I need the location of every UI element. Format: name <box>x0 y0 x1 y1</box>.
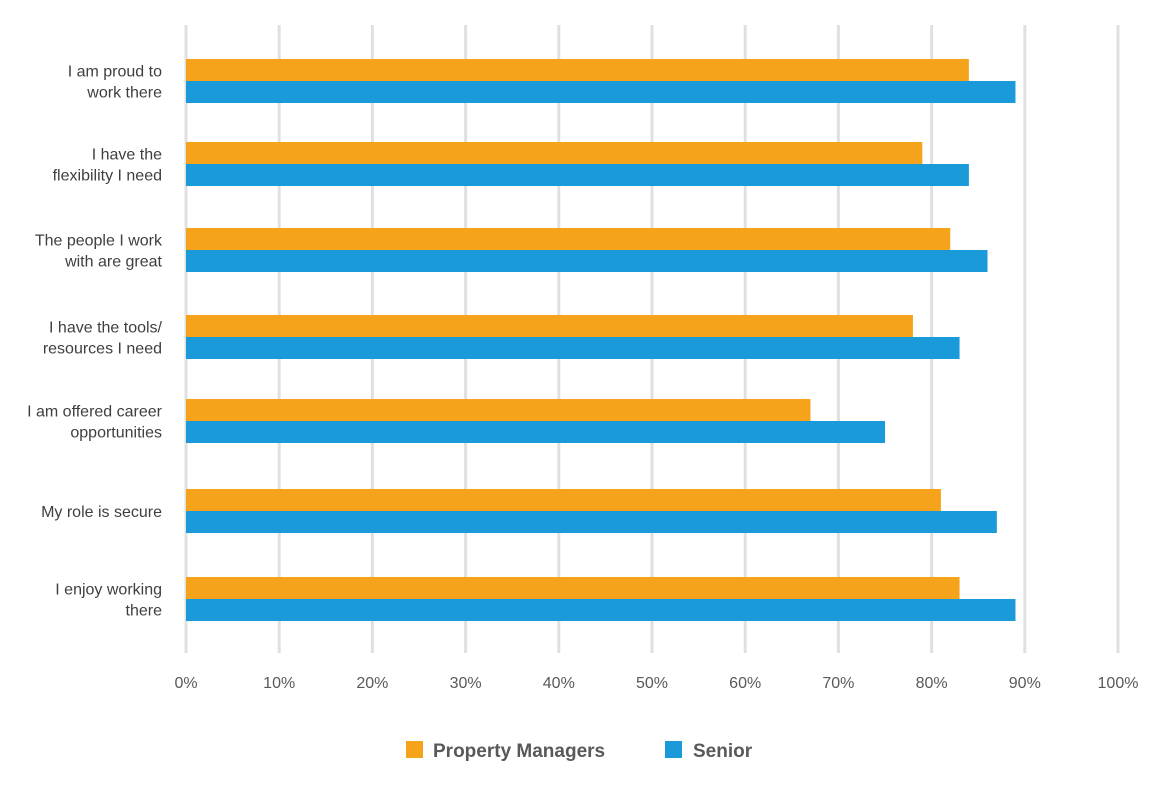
x-tick-label: 30% <box>450 675 482 692</box>
bar-senior <box>186 164 969 186</box>
x-tick-label: 20% <box>356 675 388 692</box>
legend-swatch <box>665 741 682 758</box>
category-label-line: I enjoy working <box>55 582 162 599</box>
x-tick-label: 0% <box>174 675 197 692</box>
category-labels: I am proud to work there I have the flexibi… <box>27 64 163 620</box>
category-label: I am proud to work there <box>68 64 162 102</box>
category-label-line: I have the tools/ <box>49 320 163 337</box>
legend-label: Senior <box>693 741 753 762</box>
category-label-line: flexibility I need <box>53 168 162 185</box>
category-label-line: there <box>126 603 163 620</box>
bar-senior <box>186 250 988 272</box>
category-label-line: I have the <box>92 147 162 164</box>
category-label: I am offered career opportunities <box>27 404 163 442</box>
x-tick-label: 100% <box>1098 675 1139 692</box>
category-label-line: The people I work <box>35 233 163 250</box>
x-tick-label: 40% <box>543 675 575 692</box>
category-label: I have the tools/resources I need <box>43 320 163 358</box>
category-label: I have the flexibility I need <box>53 147 162 185</box>
x-tick-label: 80% <box>916 675 948 692</box>
x-axis-tick-labels: 0% 10% 20% 30% 40% 50% 60% 70% 80% 90% 100% <box>174 675 1138 692</box>
bar-property-managers <box>186 315 913 337</box>
x-tick-label: 90% <box>1009 675 1041 692</box>
legend-swatch <box>406 741 423 758</box>
bar-property-managers <box>186 142 923 164</box>
category-label-line: I am offered career <box>27 404 163 421</box>
category-label: My role is secure <box>41 504 162 521</box>
category-label-line: resources I need <box>43 341 162 358</box>
category-label: I enjoy working there <box>55 582 162 620</box>
x-tick-label: 50% <box>636 675 668 692</box>
x-tick-label: 60% <box>729 675 761 692</box>
legend: Property Managers Senior <box>406 741 753 762</box>
bar-senior <box>186 511 997 533</box>
bar-property-managers <box>186 228 951 250</box>
category-label-line: My role is secure <box>41 504 162 521</box>
bar-property-managers <box>186 59 969 81</box>
x-tick-label: 70% <box>822 675 854 692</box>
x-tick-label: 10% <box>263 675 295 692</box>
bar-senior <box>186 81 1016 103</box>
category-label-line: opportunities <box>70 425 162 442</box>
bar-senior <box>186 599 1016 621</box>
category-label-line: with are great <box>64 254 162 271</box>
legend-label: Property Managers <box>433 741 605 762</box>
bar-senior <box>186 337 960 359</box>
category-label-line: work there <box>86 85 162 102</box>
bar-property-managers <box>186 577 960 599</box>
bar-senior <box>186 421 885 443</box>
bars <box>186 59 1016 621</box>
category-label: The people I work with are great <box>35 233 163 271</box>
bar-property-managers <box>186 489 941 511</box>
bar-property-managers <box>186 399 811 421</box>
category-label-line: I am proud to <box>68 64 162 81</box>
